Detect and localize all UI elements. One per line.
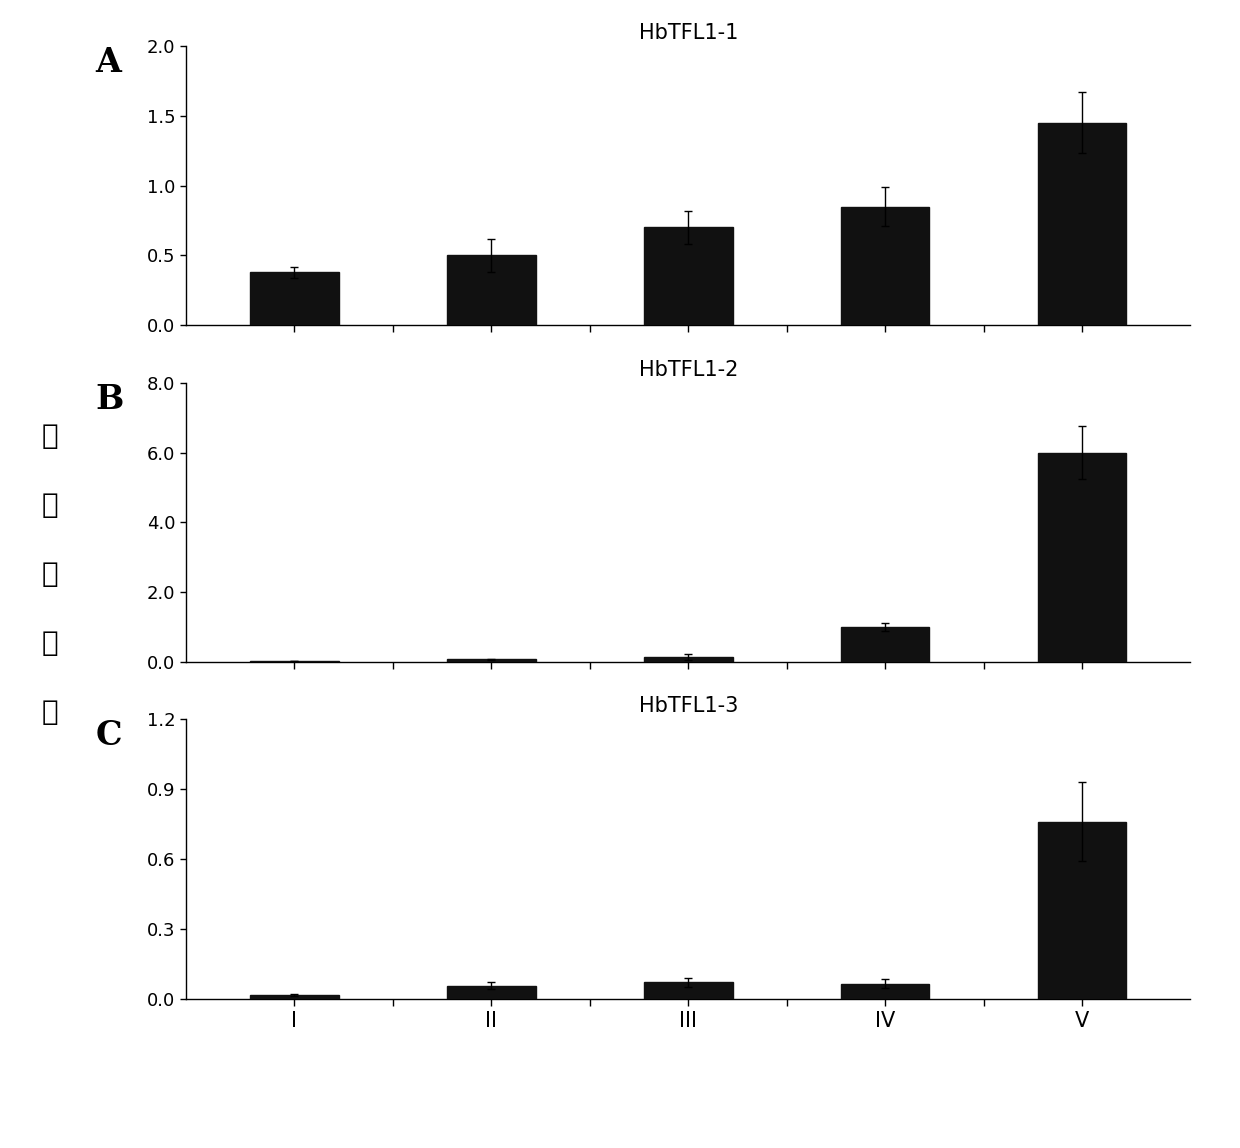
Text: 表: 表 bbox=[41, 560, 58, 588]
Text: B: B bbox=[95, 382, 124, 416]
Text: 对: 对 bbox=[41, 491, 58, 519]
Text: 达: 达 bbox=[41, 629, 58, 657]
Bar bbox=[250, 272, 339, 325]
Bar bbox=[446, 986, 536, 999]
Bar bbox=[1038, 452, 1126, 662]
Text: 量: 量 bbox=[41, 698, 58, 726]
Bar bbox=[250, 995, 339, 999]
Title: HbTFL1-2: HbTFL1-2 bbox=[639, 359, 738, 380]
Bar bbox=[446, 256, 536, 325]
Bar bbox=[841, 984, 930, 999]
Bar bbox=[1038, 123, 1126, 325]
Bar bbox=[644, 983, 733, 999]
Bar bbox=[841, 207, 930, 325]
Bar bbox=[644, 657, 733, 662]
Text: C: C bbox=[95, 720, 122, 752]
Title: HbTFL1-1: HbTFL1-1 bbox=[639, 23, 738, 42]
Bar bbox=[841, 627, 930, 662]
Title: HbTFL1-3: HbTFL1-3 bbox=[639, 697, 738, 716]
Bar bbox=[1038, 822, 1126, 999]
Text: 相: 相 bbox=[41, 422, 58, 450]
Bar bbox=[446, 659, 536, 662]
Bar bbox=[644, 227, 733, 325]
Text: A: A bbox=[95, 46, 122, 79]
